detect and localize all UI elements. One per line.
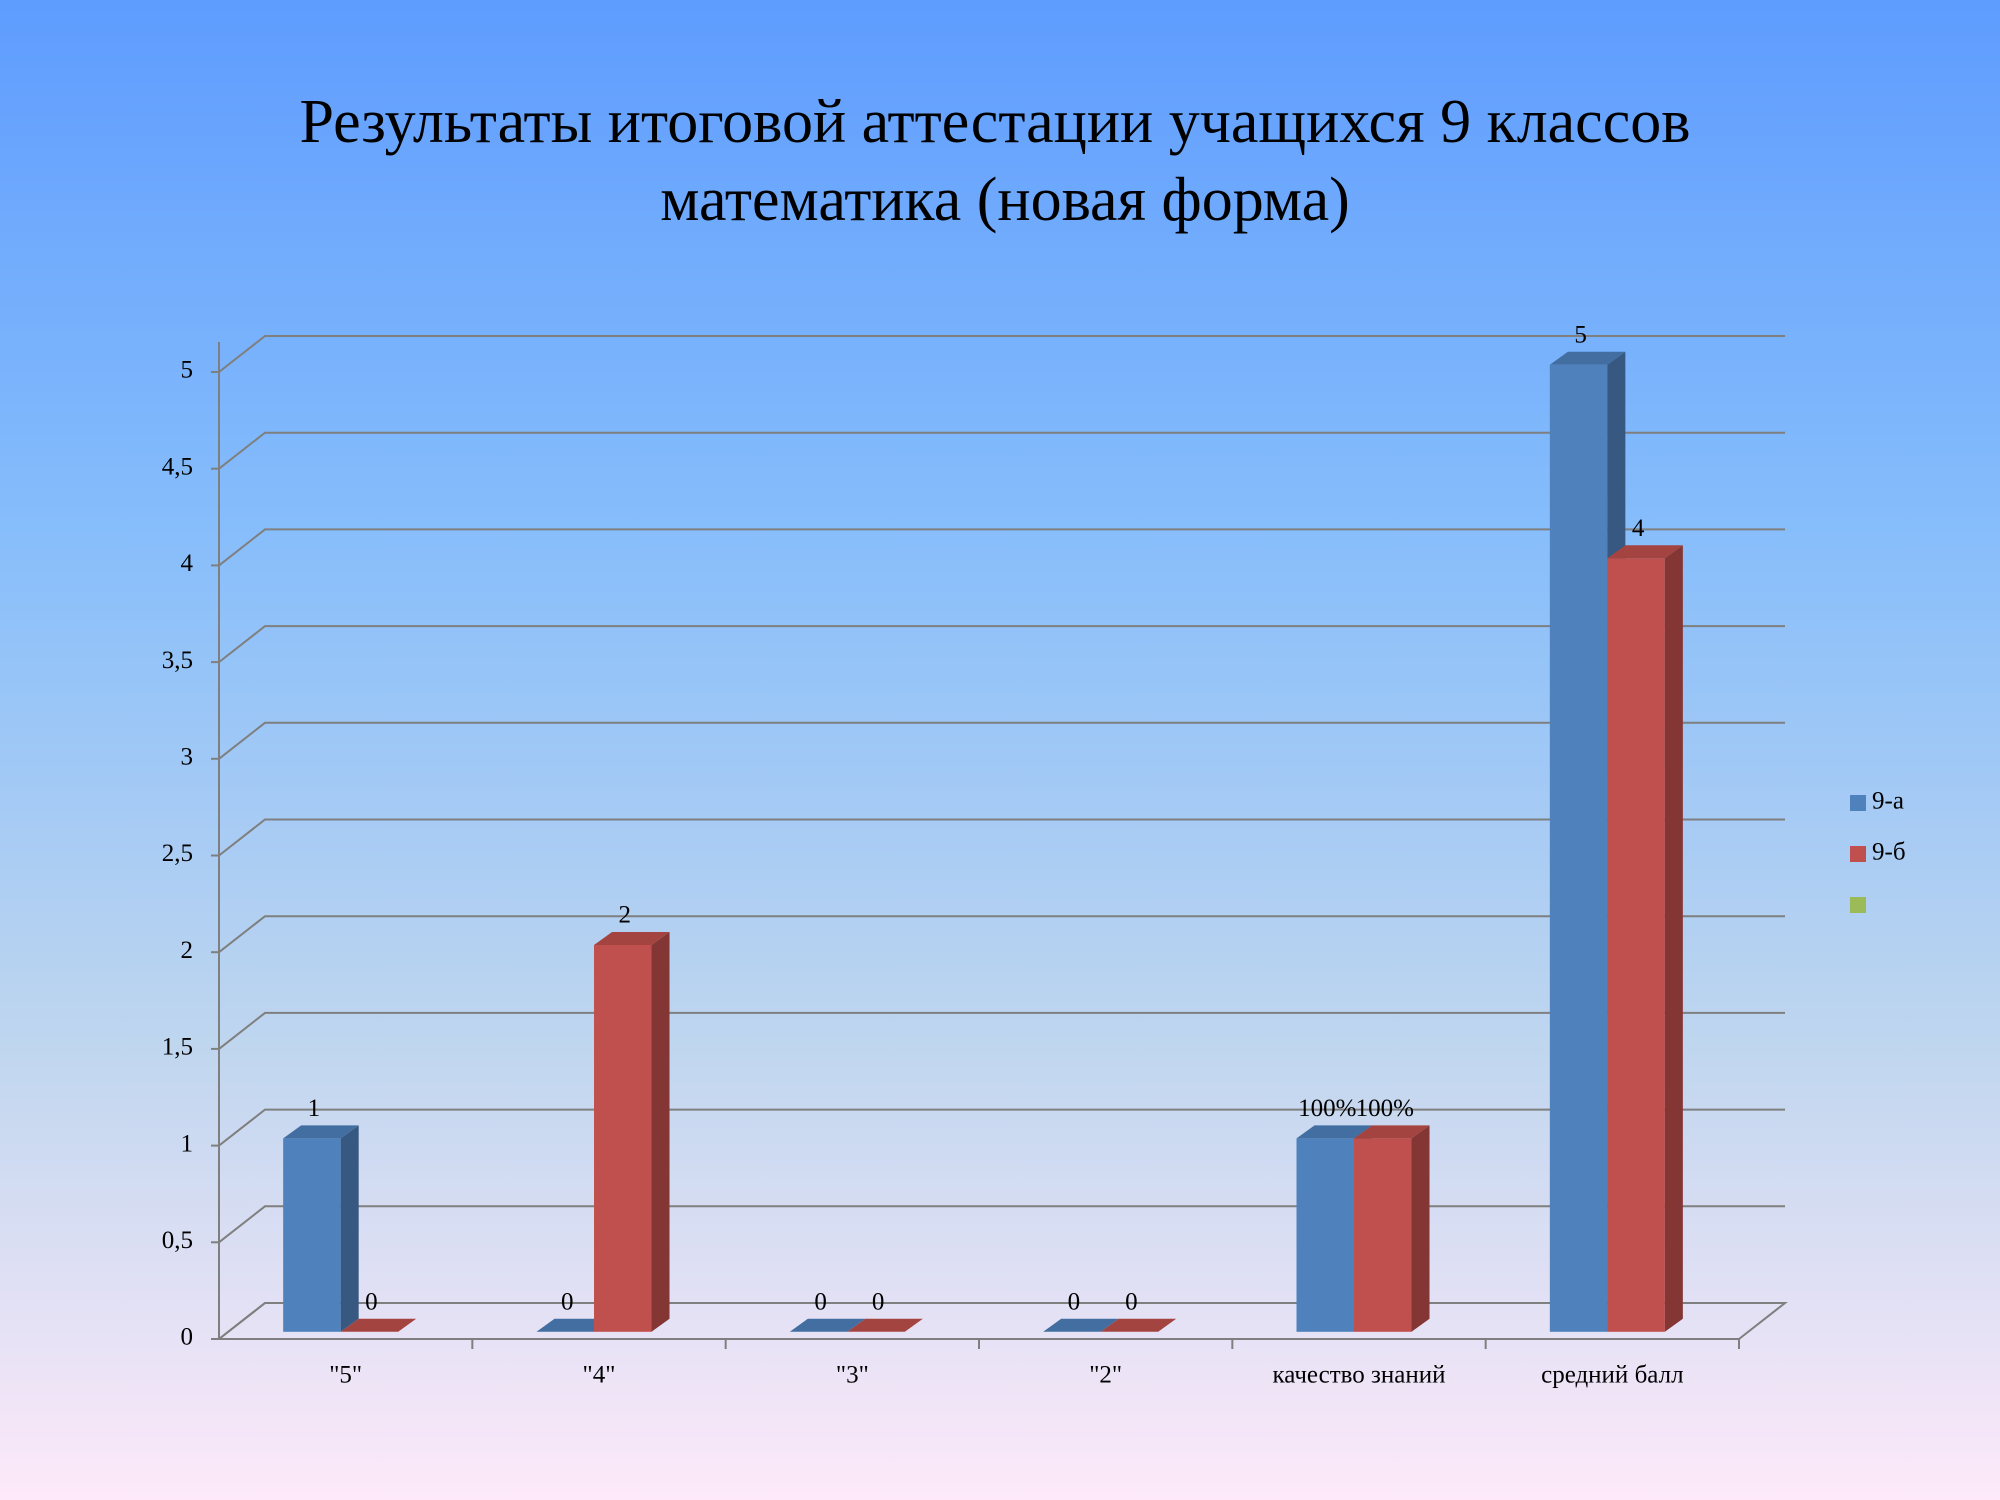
x-tick-label: качество знаний [1272, 1362, 1445, 1389]
data-label: 0 [561, 1289, 574, 1316]
bar-top [1607, 545, 1683, 559]
bar [1607, 545, 1683, 1332]
bar-top [847, 1318, 923, 1332]
y-tick-label: 5 [181, 357, 194, 384]
legend-swatch [1850, 846, 1866, 862]
legend-label: 9-а [1872, 788, 1904, 815]
bar-side [1411, 1125, 1430, 1332]
grid-line [218, 915, 1785, 953]
grid-line [218, 335, 1785, 373]
bar [1354, 1125, 1430, 1332]
grid-line [218, 431, 1785, 470]
chart-subtitle: математика (новая форма) [660, 166, 1350, 234]
bar-side [651, 932, 670, 1332]
y-tick-label: 1,5 [162, 1034, 193, 1061]
grid-line [218, 721, 1785, 760]
bar-top [340, 1318, 417, 1332]
x-tick-label: "5" [329, 1362, 362, 1389]
data-label: 100% [1298, 1095, 1356, 1122]
bar-front [1296, 1138, 1355, 1332]
bar-top [1549, 351, 1626, 365]
bar [789, 1318, 866, 1332]
bar-top [536, 1318, 613, 1332]
bar [340, 1318, 417, 1332]
legend-label: 9-б [1872, 839, 1906, 866]
bar-top [1296, 1125, 1373, 1139]
bar-top [594, 932, 670, 945]
y-tick-label: 3 [181, 744, 194, 771]
x-tick-label: "2" [1089, 1362, 1122, 1389]
bar [594, 932, 670, 1332]
grid-line [218, 1011, 1785, 1050]
grid-line [218, 1205, 1785, 1244]
data-label: 1 [308, 1095, 321, 1122]
bar [1043, 1318, 1119, 1332]
bar-front [283, 1138, 341, 1332]
bar-front [594, 945, 652, 1332]
data-label: 0 [1125, 1289, 1138, 1316]
x-tick-label: "4" [583, 1362, 616, 1389]
y-tick-label: 2 [181, 937, 194, 964]
data-label: 100% [1356, 1095, 1414, 1122]
data-label: 0 [365, 1289, 378, 1316]
bar [283, 1125, 359, 1332]
bar-top [1043, 1318, 1119, 1332]
bar-top [789, 1318, 866, 1332]
y-tick-label: 3,5 [162, 647, 193, 674]
chart-title: Результаты итоговой аттестации учащихся … [299, 88, 1690, 156]
grid-line [218, 625, 1785, 663]
bar-top [1354, 1125, 1430, 1139]
y-tick-label: 0,5 [162, 1227, 193, 1254]
x-tick-label: средний балл [1541, 1362, 1683, 1389]
grid-line [218, 818, 1785, 857]
data-label: 0 [872, 1289, 885, 1316]
grid-line [218, 528, 1785, 567]
legend-swatch [1850, 795, 1866, 811]
y-tick-label: 4,5 [162, 453, 193, 480]
y-tick-label: 1 [181, 1130, 194, 1157]
x-tick-label: "3" [836, 1362, 869, 1389]
grid-line [218, 1108, 1785, 1147]
y-tick-label: 2,5 [162, 840, 193, 867]
bar-front [1549, 364, 1608, 1332]
data-label: 5 [1574, 322, 1587, 349]
bar-side [340, 1125, 359, 1332]
bar-top [283, 1125, 359, 1139]
y-tick-label: 0 [181, 1324, 194, 1351]
data-label: 2 [619, 902, 632, 929]
bar-front [1607, 558, 1665, 1332]
bar [536, 1318, 613, 1332]
data-label: 0 [814, 1289, 827, 1316]
data-label: 4 [1632, 515, 1645, 542]
bar-front [1354, 1138, 1412, 1332]
grid-line [218, 1302, 1785, 1340]
bar [1100, 1318, 1177, 1332]
bar [847, 1318, 923, 1332]
data-label: 0 [1068, 1289, 1081, 1316]
bar-top [1100, 1318, 1177, 1332]
legend-swatch [1850, 897, 1866, 913]
bar-side [1664, 545, 1683, 1332]
y-tick-label: 4 [181, 550, 194, 577]
